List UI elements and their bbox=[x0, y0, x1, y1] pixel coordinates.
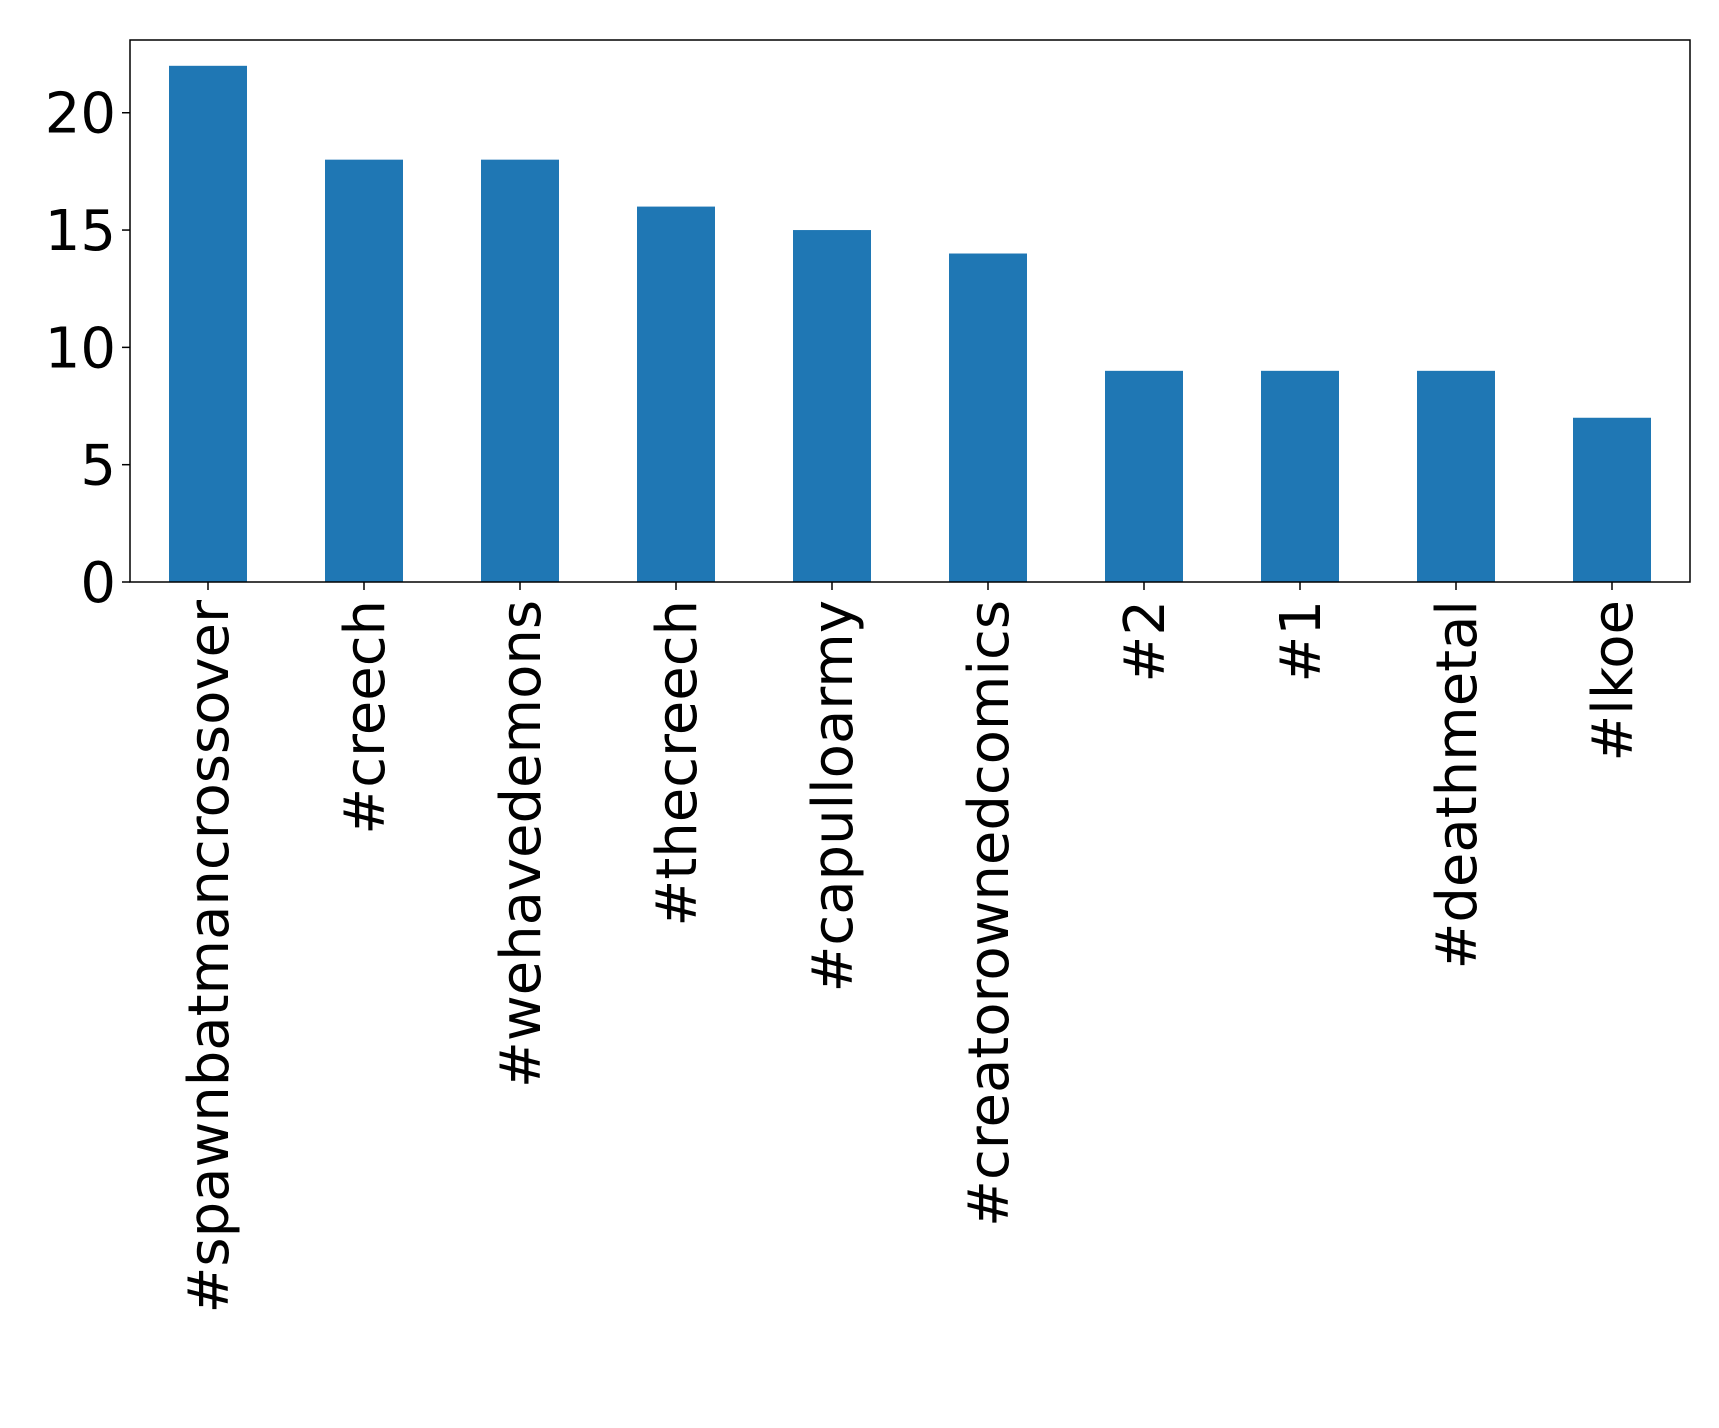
bar-7 bbox=[1261, 370, 1339, 582]
bar-1 bbox=[325, 159, 403, 582]
plot-frame bbox=[129, 39, 1691, 583]
bar-5 bbox=[949, 253, 1027, 583]
bar-8 bbox=[1417, 370, 1495, 582]
x-tick-label-6: #2 bbox=[1113, 600, 1178, 683]
bar-2 bbox=[481, 159, 559, 582]
bar-0 bbox=[169, 65, 247, 583]
x-tick-label-8: #deathmetal bbox=[1425, 600, 1490, 970]
x-axis: #spawnbatmancrossover #creech #wehavedemon… bbox=[177, 582, 1646, 1314]
y-tick-label-1: 5 bbox=[80, 434, 116, 499]
x-tick-label-2: #wehavedemons bbox=[489, 600, 554, 1088]
y-tick-label-0: 0 bbox=[80, 551, 116, 616]
y-axis: 0 5 10 15 20 bbox=[45, 82, 130, 616]
x-tick-label-4: #capulloarmy bbox=[801, 600, 866, 993]
bar-3 bbox=[637, 206, 715, 582]
x-tick-label-1: #creech bbox=[333, 600, 398, 835]
x-tick-label-9: #lkoe bbox=[1581, 600, 1646, 762]
bars-layer bbox=[169, 65, 1651, 583]
bar-9 bbox=[1573, 417, 1651, 582]
x-tick-label-7: #1 bbox=[1269, 600, 1334, 683]
x-tick-label-0: #spawnbatmancrossover bbox=[177, 599, 242, 1313]
bar-6 bbox=[1105, 370, 1183, 582]
y-tick-label-4: 20 bbox=[45, 82, 116, 147]
y-tick-label-2: 10 bbox=[45, 316, 116, 381]
bar-4 bbox=[793, 230, 871, 582]
x-tick-label-5: #creatorownedcomics bbox=[957, 600, 1022, 1227]
x-tick-label-3: #thecreech bbox=[645, 600, 710, 927]
y-tick-label-3: 15 bbox=[45, 199, 116, 264]
